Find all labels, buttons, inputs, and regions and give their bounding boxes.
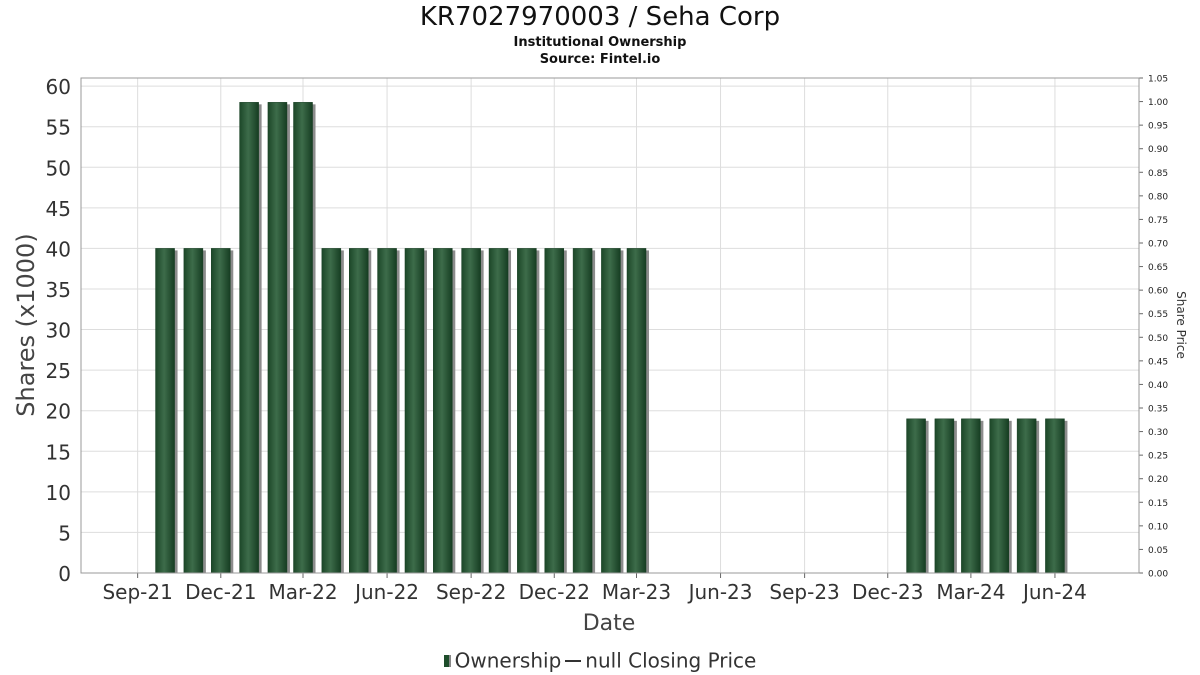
x-tick-label: Mar-24: [936, 580, 1005, 604]
y2-tick-label: 1.05: [1148, 75, 1168, 85]
y2-tick-label: 0.35: [1148, 405, 1168, 415]
ownership-bar: [377, 248, 397, 574]
ownership-bar: [906, 418, 926, 574]
legend-price-label: null Closing Price: [585, 648, 757, 673]
price-legend-swatch: [565, 659, 582, 662]
ownership-bar: [293, 102, 313, 574]
ownership-bar: [989, 418, 1009, 574]
x-tick-label: Sep-21: [102, 580, 172, 604]
ownership-bar: [572, 248, 593, 574]
y2-tick-label: 0.75: [1148, 216, 1168, 226]
ownership-bar: [155, 248, 175, 574]
y2-axis-title: Share Price: [1174, 291, 1188, 359]
x-tick-label: Mar-23: [602, 580, 671, 604]
y2-tick-label: 0.15: [1148, 499, 1168, 509]
y-tick-label: 0: [58, 562, 71, 586]
y2-tick-label: 0.00: [1148, 570, 1168, 580]
y2-tick-label: 0.60: [1148, 287, 1168, 297]
ownership-bar: [348, 248, 369, 574]
ownership-bar: [934, 418, 955, 574]
y-tick-label: 15: [46, 440, 71, 464]
ownership-bar: [544, 248, 565, 574]
y2-tick-label: 0.55: [1148, 310, 1168, 320]
ownership-bar: [1016, 418, 1037, 574]
y-axis-title: Shares (x1000): [12, 233, 40, 416]
y2-tick-label: 0.65: [1148, 263, 1168, 273]
ownership-bar: [601, 248, 621, 574]
y2-tick-label: 0.95: [1148, 122, 1168, 132]
y2-tick-label: 0.80: [1148, 192, 1168, 202]
y2-tick-label: 0.20: [1148, 475, 1168, 485]
y2-tick-label: 0.70: [1148, 240, 1168, 250]
x-tick-label: Jun-23: [687, 580, 753, 604]
y2-tick-label: 0.50: [1148, 334, 1168, 344]
y-tick-label: 20: [46, 400, 71, 424]
ownership-bar: [239, 102, 259, 574]
y2-tick-label: 0.10: [1148, 522, 1168, 532]
y-tick-label: 5: [58, 521, 71, 545]
x-tick-label: Jun-24: [1021, 580, 1087, 604]
y-tick-label: 60: [46, 75, 71, 99]
y-tick-label: 45: [46, 197, 71, 221]
y2-tick-label: 0.05: [1148, 546, 1168, 556]
x-tick-label: Sep-22: [436, 580, 506, 604]
ownership-bar: [488, 248, 509, 574]
chart-source: Source: Fintel.io: [539, 52, 661, 67]
chart-subtitle: Institutional Ownership: [513, 35, 687, 50]
axes: 0 5 10 15 20 25 30 35 40 45 50 55 60 0.00 0.05 0.10 0.15…: [46, 75, 1169, 605]
ownership-bar: [626, 248, 647, 574]
x-tick-label: Dec-23: [852, 580, 923, 604]
y2-tick-label: 0.30: [1148, 428, 1168, 438]
ownership-bar: [211, 248, 231, 574]
ownership-bar: [321, 248, 342, 574]
ownership-bar: [433, 248, 453, 574]
legend: Ownership null Closing Price: [0, 647, 1200, 673]
x-axis-title: Date: [583, 611, 636, 636]
y-tick-label: 50: [46, 156, 71, 180]
bar-layer: [155, 102, 1068, 574]
legend-ownership-label: Ownership: [454, 648, 562, 673]
x-tick-label: Sep-23: [769, 580, 839, 604]
y2-tick-label: 0.90: [1148, 145, 1168, 155]
plot-frame: [80, 77, 1140, 574]
x-tick-label: Dec-21: [185, 580, 256, 604]
y2-tick-label: 1.00: [1148, 98, 1168, 108]
y-tick-label: 30: [46, 319, 71, 343]
y-tick-label: 10: [46, 481, 71, 505]
ownership-bar: [183, 248, 204, 574]
y-tick-label: 55: [46, 116, 71, 140]
y-tick-label: 40: [46, 237, 71, 261]
ownership-bar: [517, 248, 537, 574]
chart-title: KR7027970003 / Seha Corp: [419, 2, 781, 32]
ownership-legend-swatch: [443, 654, 451, 667]
ownership-bar: [267, 102, 288, 574]
ownership-bar: [1045, 418, 1065, 574]
x-tick-label: Mar-22: [268, 580, 337, 604]
y2-tick-label: 0.85: [1148, 169, 1168, 179]
y2-tick-label: 0.25: [1148, 452, 1168, 462]
ownership-bar: [961, 418, 981, 574]
ownership-bar: [461, 248, 481, 574]
ownership-bar: [404, 248, 425, 574]
y2-tick-label: 0.45: [1148, 357, 1168, 367]
y2-tick-label: 0.40: [1148, 381, 1168, 391]
y-tick-label: 35: [46, 278, 71, 302]
x-tick-label: Dec-22: [519, 580, 590, 604]
y-tick-label: 25: [46, 359, 71, 383]
x-tick-label: Jun-22: [353, 580, 419, 604]
